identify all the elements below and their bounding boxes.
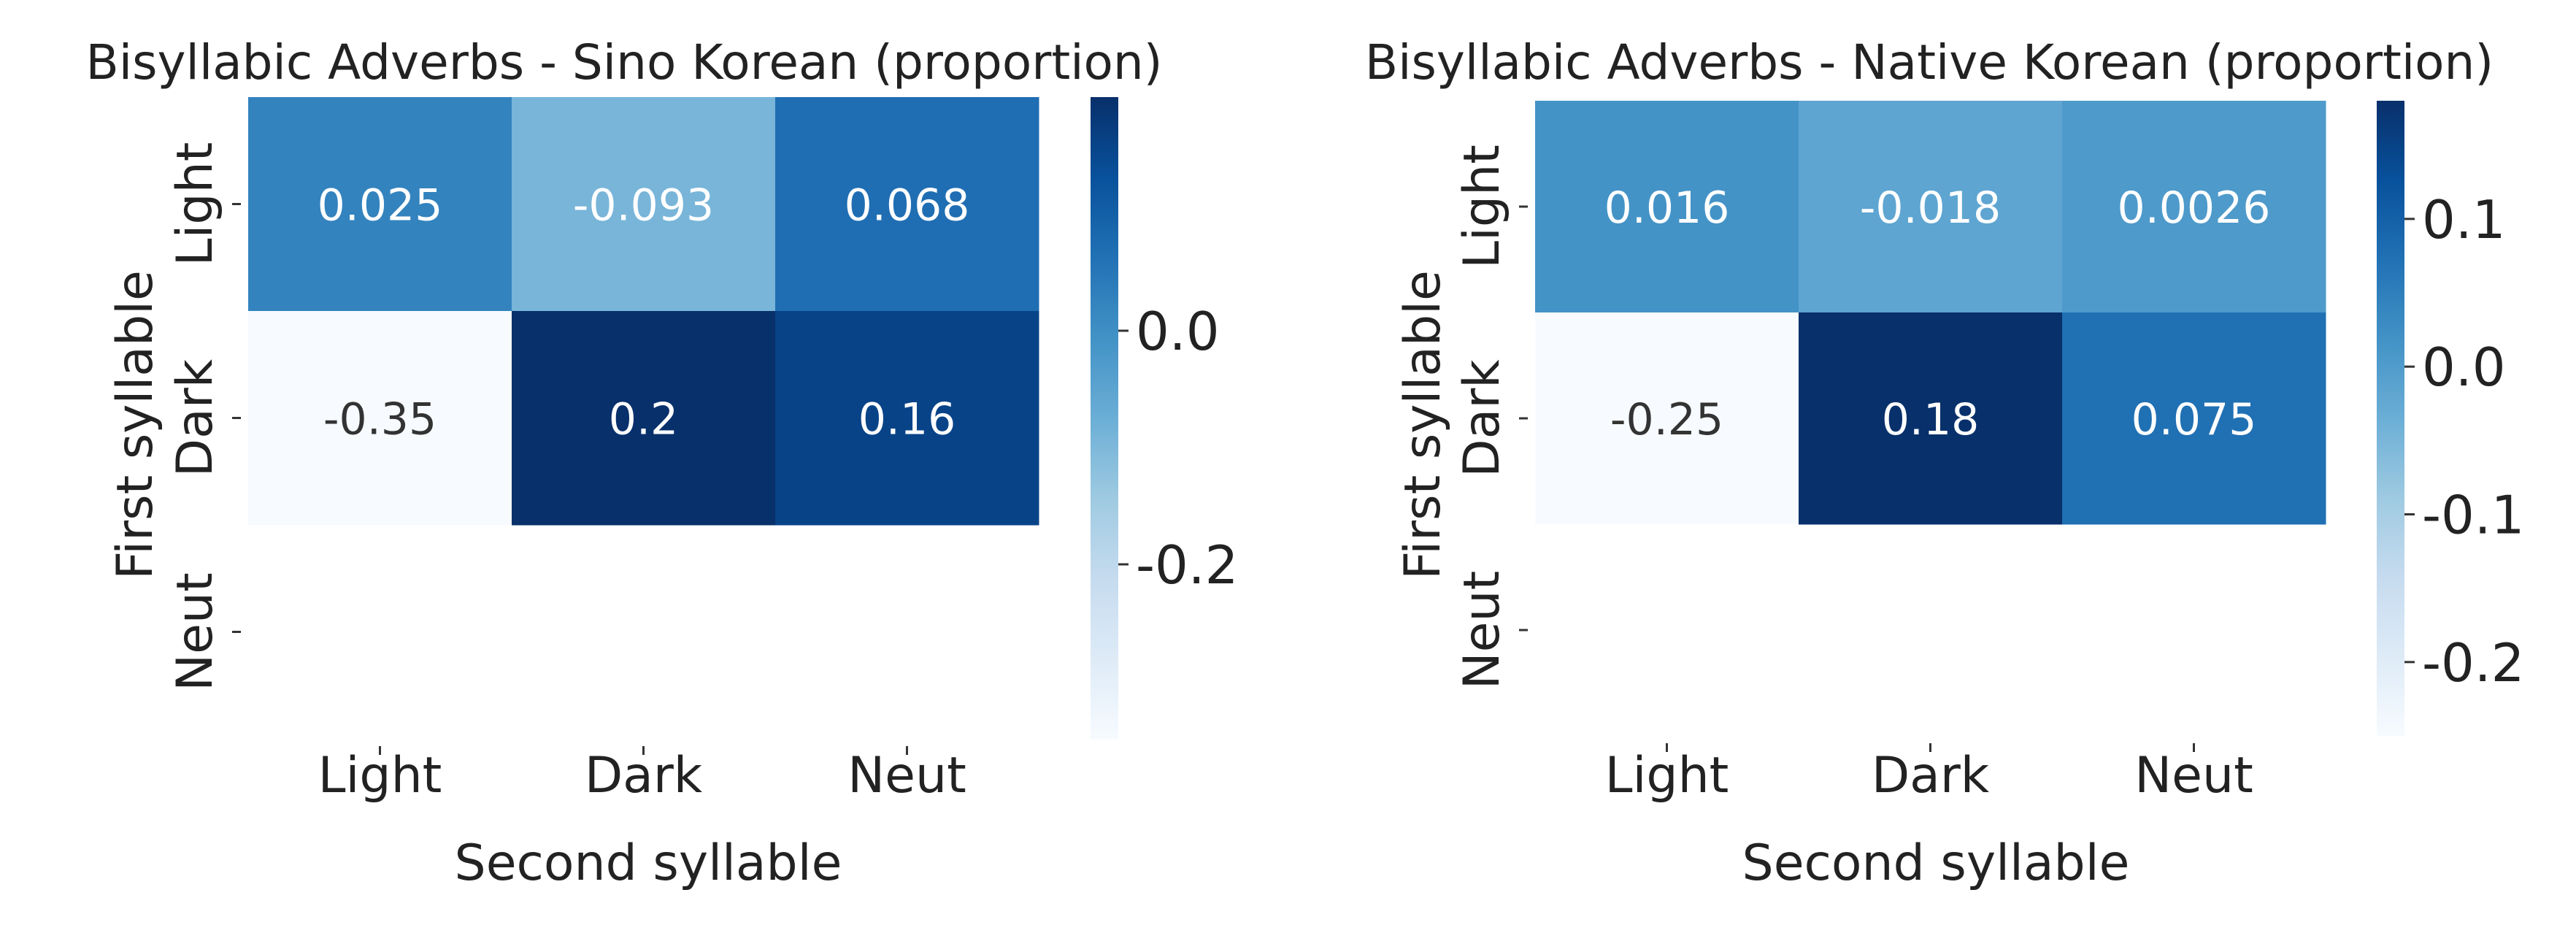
y-axis-label: First syllable (107, 270, 164, 580)
y-tick-label: Dark (166, 358, 224, 477)
colorbar-tick-label: -0.2 (1136, 534, 1238, 596)
heatmap-cell (1535, 101, 1799, 313)
cell-value-label: 0.068 (845, 180, 970, 231)
chart-title: Bisyllabic Adverbs - Sino Korean (propor… (85, 34, 1162, 91)
cell-value-label: 0.075 (2131, 394, 2257, 445)
heatmap-cell-labels: 0.025 -0.093 0.068 -0.35 0.2 0.16 (318, 180, 970, 445)
cell-value-label: 0.016 (1604, 183, 1730, 234)
heatmap-cell-labels: 0.016 -0.018 0.0026 -0.25 0.18 0.075 (1604, 183, 2271, 445)
heatmap-cell (512, 311, 776, 526)
colorbar-tick-label: -0.1 (2422, 485, 2524, 546)
y-axis-ticks: Light Dark Neut (1453, 145, 1528, 689)
heatmap-cells (1535, 101, 2326, 525)
x-axis-ticks: Light Dark Neut (318, 746, 966, 805)
colorbar-ticks: 0.0 -0.2 (1118, 301, 1238, 596)
colorbar-tick-label: 0.0 (1136, 301, 1220, 362)
x-tick-label: Light (1605, 747, 1729, 805)
x-axis-label: Second syllable (455, 834, 842, 892)
heatmap-cell (2062, 101, 2326, 313)
heatmap-cell (1535, 312, 1799, 525)
cell-value-label: -0.018 (1860, 183, 2001, 234)
cell-value-label: -0.093 (573, 180, 714, 231)
heatmap-cell (248, 97, 512, 312)
x-tick-label: Neut (847, 747, 966, 805)
heatmap-cell (1799, 101, 2063, 313)
cell-value-label: -0.35 (323, 394, 437, 445)
colorbar (1091, 97, 1118, 740)
colorbar (2377, 101, 2404, 736)
cell-value-label: -0.25 (1610, 394, 1723, 445)
heatmap-cell (775, 97, 1039, 312)
cell-value-label: 0.0026 (2118, 183, 2271, 234)
colorbar-tick-label: -0.2 (2422, 632, 2524, 694)
colorbar-tick-label: 0.0 (2422, 337, 2506, 398)
y-tick-label: Dark (1453, 359, 1511, 477)
x-tick-label: Neut (2134, 747, 2253, 805)
heatmap-cell (248, 311, 512, 526)
cell-value-label: 0.16 (858, 394, 956, 445)
x-tick-label: Light (318, 747, 442, 805)
y-axis-ticks: Light Dark Neut (166, 142, 241, 691)
heatmap-cell (1799, 312, 2063, 525)
x-axis-ticks: Light Dark Neut (1605, 743, 2253, 805)
y-tick-label: Light (1453, 145, 1511, 269)
y-tick-label: Neut (166, 572, 224, 691)
heatmap-cells (248, 97, 1039, 526)
heatmap-panel-native: Bisyllabic Adverbs - Native Korean (prop… (1365, 34, 2525, 892)
y-tick-label: Neut (1453, 571, 1511, 689)
heatmap-cell (512, 97, 776, 312)
x-tick-label: Dark (585, 747, 703, 805)
x-axis-label: Second syllable (1742, 834, 2130, 892)
cell-value-label: 0.025 (318, 180, 443, 231)
heatmap-panel-sino: Bisyllabic Adverbs - Sino Korean (propor… (85, 34, 1238, 892)
y-axis-label: First syllable (1394, 270, 1452, 580)
colorbar-tick-label: 0.1 (2422, 189, 2506, 250)
y-tick-label: Light (166, 142, 224, 266)
heatmap-cell (2062, 312, 2326, 525)
colorbar-ticks: 0.1 0.0 -0.1 -0.2 (2404, 189, 2524, 694)
x-tick-label: Dark (1872, 747, 1990, 805)
heatmap-cell (775, 311, 1039, 526)
chart-title: Bisyllabic Adverbs - Native Korean (prop… (1365, 34, 2494, 91)
cell-value-label: 0.18 (1882, 394, 1980, 445)
cell-value-label: 0.2 (609, 394, 678, 445)
